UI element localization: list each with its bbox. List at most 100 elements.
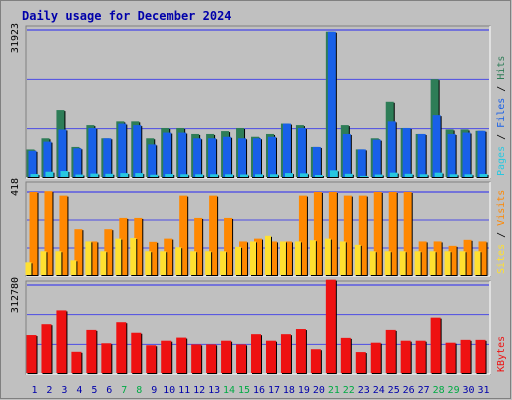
legend-top: Pages / Files / Hits [496, 56, 507, 176]
x-tick-label: 15 [238, 385, 250, 396]
bar-sites [70, 260, 77, 275]
x-tick-label: 21 [328, 385, 340, 396]
bar-pages [240, 174, 249, 177]
bar-kbytes [295, 329, 306, 373]
bar-kbytes [221, 340, 232, 373]
bar-sites [100, 251, 107, 275]
bar-visits [448, 245, 457, 275]
bar-pages [419, 174, 428, 177]
bar-visits [328, 192, 337, 275]
bar-visits [164, 238, 173, 275]
bar-pages [210, 174, 219, 177]
bar-files [342, 133, 351, 177]
x-tick-label: 6 [106, 385, 112, 396]
bar-kbytes [206, 344, 217, 373]
x-tick-label: 13 [208, 385, 220, 396]
bar-visits [433, 241, 442, 275]
bar-kbytes [400, 340, 411, 373]
bar-visits [44, 191, 53, 275]
bar-files [193, 138, 202, 177]
bar-sites [190, 251, 197, 275]
bar-sites [25, 262, 32, 275]
x-tick-label: 18 [283, 385, 295, 396]
bar-sites [175, 247, 182, 275]
legend-pages: Pages [496, 146, 507, 176]
bar-sites [474, 251, 481, 275]
bar-pages [60, 171, 69, 177]
bar-kbytes [101, 343, 112, 373]
bar-sites [279, 241, 286, 275]
bar-files [462, 132, 471, 177]
x-tick-label: 3 [61, 385, 67, 396]
bot-max-label: 312780 [10, 277, 21, 313]
bar-files [417, 133, 426, 177]
legend-bot: KBytes [496, 336, 507, 372]
x-tick-label: 11 [178, 385, 190, 396]
bar-pages [105, 173, 114, 177]
bar-pages [195, 174, 204, 177]
bar-files [88, 127, 97, 177]
bar-pages [135, 173, 144, 177]
legend-files: Files [496, 98, 507, 134]
x-tick-label: 8 [136, 385, 142, 396]
bar-files [43, 141, 52, 177]
x-tick-label: 14 [223, 385, 235, 396]
x-tick-label: 28 [433, 385, 445, 396]
bar-sites [40, 251, 47, 275]
bar-kbytes [116, 322, 127, 373]
x-tick-label: 23 [358, 385, 370, 396]
bar-files [103, 138, 112, 177]
bar-sites [85, 241, 92, 275]
bar-files [253, 138, 262, 177]
bar-pages [314, 174, 323, 177]
bar-sites [130, 238, 137, 275]
x-tick-label: 31 [477, 385, 489, 396]
bar-pages [464, 174, 473, 177]
bar-pages [389, 172, 398, 177]
bar-kbytes [236, 344, 247, 373]
x-tick-label: 29 [448, 385, 460, 396]
bar-files [223, 136, 232, 177]
bar-kbytes [475, 339, 486, 373]
legend-hits: Hits [496, 56, 507, 86]
x-tick-label: 24 [373, 385, 385, 396]
x-tick-label: 27 [418, 385, 430, 396]
bar-visits [194, 217, 203, 275]
x-tick-label: 20 [313, 385, 325, 396]
bar-kbytes [445, 342, 456, 373]
bar-files [357, 149, 366, 177]
x-tick-label: 17 [268, 385, 280, 396]
bar-sites [294, 241, 301, 275]
bar-sites [414, 251, 421, 275]
bar-pages [255, 174, 264, 177]
bar-kbytes [131, 332, 142, 373]
x-tick-label: 9 [151, 385, 157, 396]
bar-visits [209, 195, 218, 275]
bar-kbytes [310, 349, 321, 373]
bar-kbytes [251, 334, 262, 373]
bar-visits [74, 229, 83, 275]
bar-files [477, 130, 486, 177]
bar-pages [374, 174, 383, 177]
bar-sites [220, 251, 227, 275]
legend-mid: Sites / Visits [496, 190, 507, 274]
bar-pages [180, 174, 189, 177]
bar-visits [29, 192, 38, 275]
bar-files [312, 146, 321, 177]
bar-visits [463, 239, 472, 275]
bar-visits [313, 192, 322, 275]
bar-files [118, 123, 127, 177]
bar-kbytes [340, 337, 351, 373]
legend-visits: Visits [496, 190, 507, 232]
bar-visits [403, 192, 412, 275]
bar-files [372, 139, 381, 177]
bar-files [297, 127, 306, 177]
x-tick-label: 12 [193, 385, 205, 396]
bar-visits [134, 217, 143, 275]
bar-kbytes [370, 342, 381, 373]
bar-visits [239, 241, 248, 275]
bar-pages [269, 174, 278, 177]
bar-sites [354, 244, 361, 275]
bar-sites [384, 251, 391, 275]
bar-sites [145, 251, 152, 275]
